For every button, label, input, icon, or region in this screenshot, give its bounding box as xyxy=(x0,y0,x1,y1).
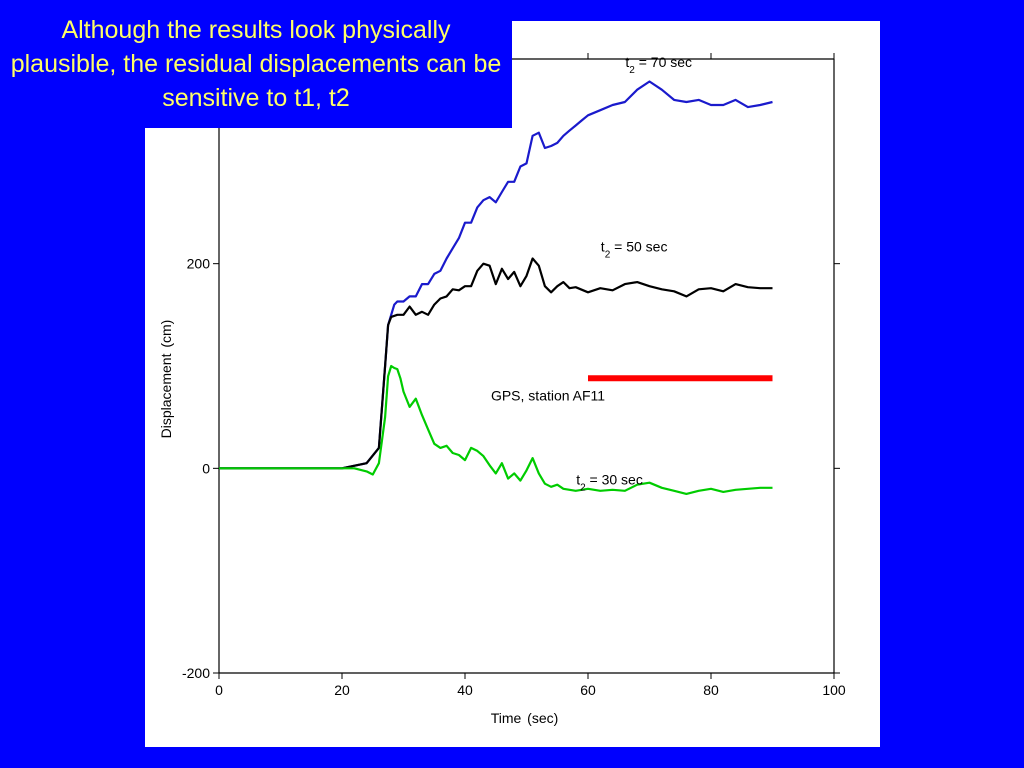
series-layer: t2 = 70 sec t2 = 50 sec t2 = 30 sec xyxy=(219,54,773,495)
series-line-2 xyxy=(219,257,773,470)
y-axis-title: Displacement (cm) xyxy=(158,320,174,439)
series-line-1 xyxy=(219,80,773,470)
x-tick-label: 80 xyxy=(703,682,719,698)
gps-reference-label: GPS, station AF11 xyxy=(491,387,605,403)
axis-ticks: 0 20 40 60 80 100 -200 0 200 xyxy=(182,53,846,698)
y-tick-label: 0 xyxy=(202,460,210,476)
x-tick-label: 40 xyxy=(457,682,473,698)
series-label-3: t2 = 30 sec xyxy=(576,472,643,494)
annotation-layer: GPS, station AF11 xyxy=(491,375,773,403)
chart-panel: 0 20 40 60 80 100 -200 0 200 t2 = 70 sec t2 = 50 … xyxy=(145,21,880,747)
displacement-chart: 0 20 40 60 80 100 -200 0 200 t2 = 70 sec t2 = 50 … xyxy=(158,53,846,726)
series-label-1: t2 = 70 sec xyxy=(625,54,692,76)
series-label-2: t2 = 50 sec xyxy=(601,238,668,259)
x-tick-label: 100 xyxy=(822,682,846,698)
x-tick-label: 60 xyxy=(580,682,596,698)
title-box: Although the results look physically pla… xyxy=(0,0,512,128)
x-axis-title: Time (sec) xyxy=(491,710,559,726)
x-tick-label: 0 xyxy=(215,682,223,698)
x-tick-label: 20 xyxy=(334,682,350,698)
slide-title: Although the results look physically pla… xyxy=(10,16,502,112)
y-tick-label: -200 xyxy=(182,665,210,681)
axes-frame xyxy=(218,58,835,674)
series-line-3 xyxy=(219,364,773,495)
y-tick-label: 200 xyxy=(187,256,211,272)
